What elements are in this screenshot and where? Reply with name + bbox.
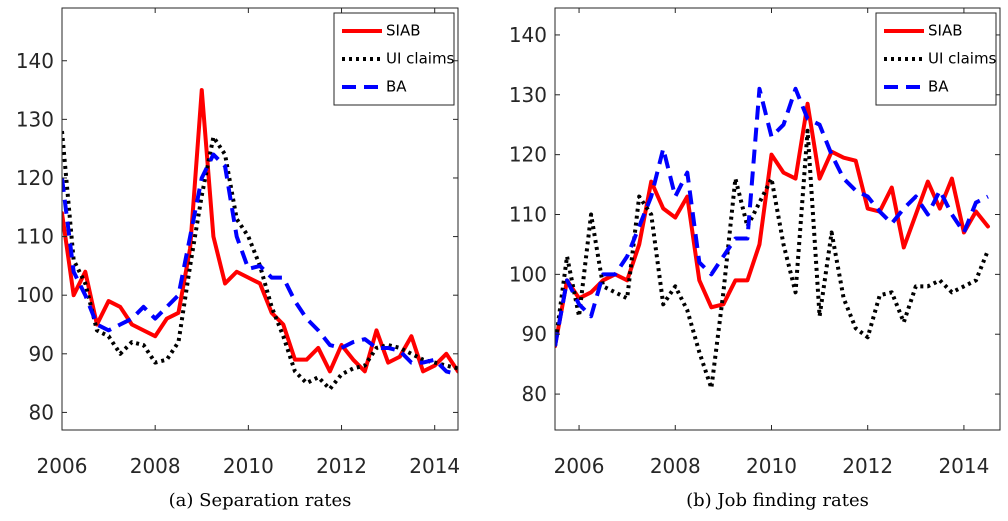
axes-box: [554, 7, 1001, 431]
y-tick-label: 90: [522, 322, 547, 346]
legend-box: [875, 12, 997, 106]
x-tick-label: 2014: [938, 454, 989, 478]
y-tick-label: 80: [29, 400, 54, 424]
x-tick-label: 2006: [554, 454, 605, 478]
x-tick-label: 2012: [316, 454, 367, 478]
legend-label: BA: [386, 78, 407, 96]
y-tick-label: 140: [509, 23, 547, 47]
panel: 80 90 100 110 120 130 140 2006 2008 2010 2012 2014 S…: [16, 7, 460, 511]
axes-box: [61, 7, 459, 431]
x-tick-label: 2012: [842, 454, 893, 478]
x-tick-label: 2008: [650, 454, 701, 478]
caption: (a) Separation rates: [169, 490, 352, 511]
y-tick-label: 100: [16, 283, 54, 307]
y-tick-label: 120: [16, 166, 54, 190]
x-tick-label: 2006: [37, 454, 88, 478]
y-tick-label: 130: [509, 83, 547, 107]
y-tick-label: 90: [29, 342, 54, 366]
series-line: [62, 152, 458, 377]
x-tick-label: 2010: [746, 454, 797, 478]
legend-label: UI claims: [386, 50, 455, 68]
series-line: [555, 128, 990, 391]
panel: 80 90 100 110 120 130 140 2006 2008 2010 2012 2014 S…: [509, 7, 1001, 511]
caption: (b) Job finding rates: [686, 490, 869, 511]
x-tick-label: 2014: [409, 454, 460, 478]
legend-box: [333, 12, 455, 106]
y-tick-label: 120: [509, 143, 547, 167]
y-tick-label: 110: [509, 203, 547, 227]
y-tick-label: 110: [16, 225, 54, 249]
y-tick-label: 100: [509, 262, 547, 286]
series-line: [555, 101, 990, 349]
y-tick-label: 130: [16, 107, 54, 131]
x-tick-label: 2010: [223, 454, 274, 478]
legend-label: UI claims: [928, 50, 997, 68]
legend-label: BA: [928, 78, 949, 96]
legend-label: SIAB: [928, 22, 963, 40]
x-tick-label: 2008: [130, 454, 181, 478]
series-line: [555, 86, 989, 347]
y-tick-label: 140: [16, 49, 54, 73]
legend-label: SIAB: [386, 22, 421, 40]
y-tick-label: 80: [522, 382, 547, 406]
